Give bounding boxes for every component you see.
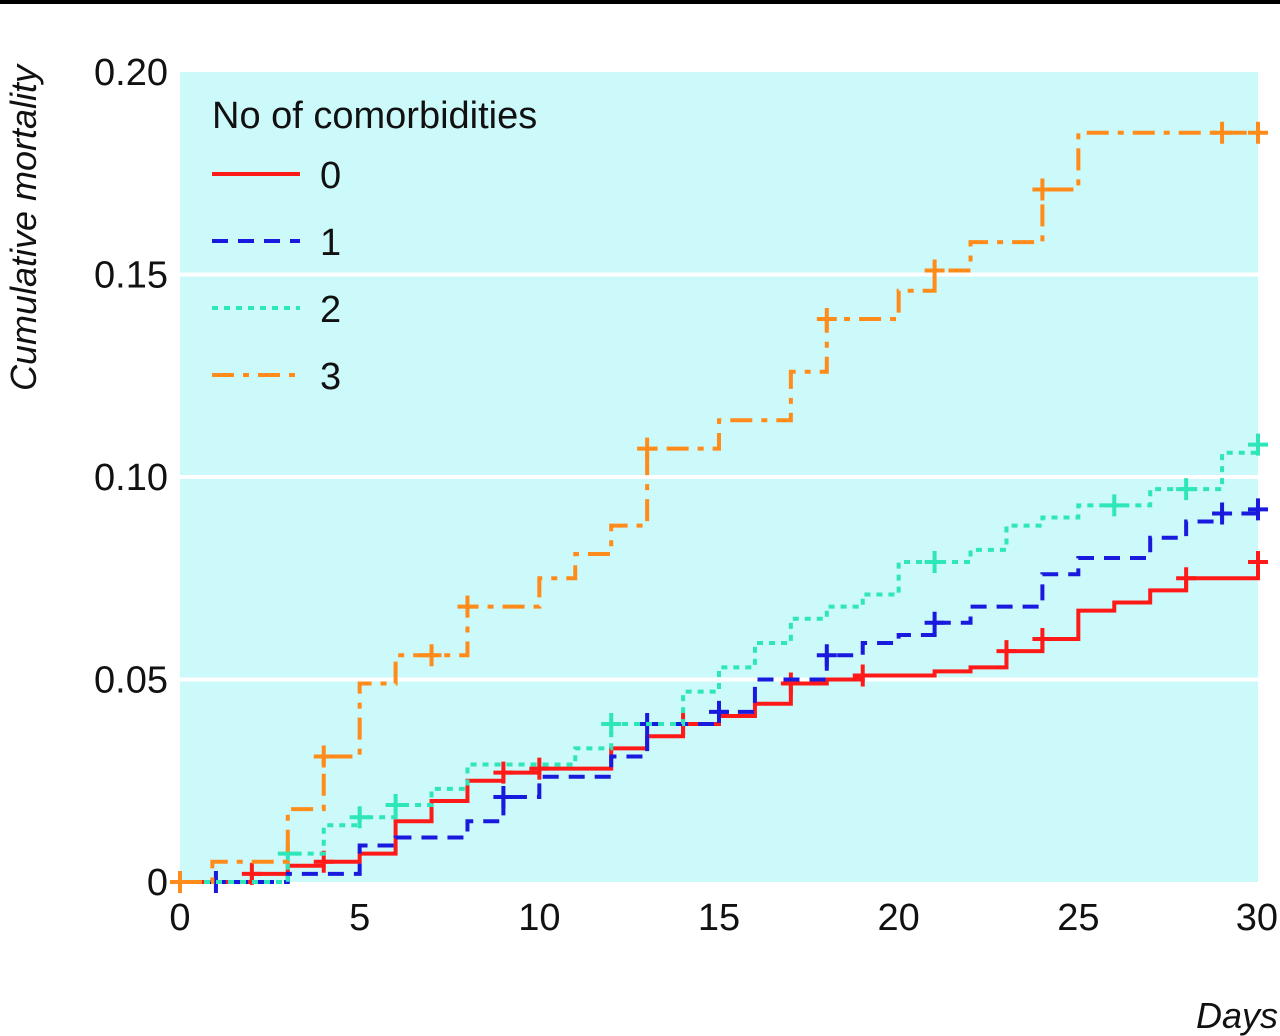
censor-mark [816, 308, 837, 331]
censor-mark [1248, 433, 1268, 456]
censor-mark [493, 761, 514, 784]
censor-mark [421, 644, 442, 667]
y-tick-label: 0 [147, 862, 168, 904]
censor-mark [924, 259, 945, 282]
x-tick-label: 15 [698, 897, 740, 939]
censor-mark [709, 700, 729, 723]
x-tick-label: 25 [1057, 897, 1099, 939]
x-tick-label: 10 [518, 897, 560, 939]
censor-mark [313, 745, 334, 768]
censor-mark [780, 672, 801, 695]
legend-label-2: 2 [320, 289, 341, 331]
y-tick-label: 0.10 [94, 457, 168, 499]
censor-mark [493, 785, 514, 808]
censor-mark [1212, 502, 1233, 525]
y-tick-label: 0.05 [94, 660, 168, 702]
legend-label-3: 3 [320, 356, 341, 398]
series-2 [180, 433, 1268, 884]
series-layer [170, 121, 1268, 893]
censor-mark [529, 757, 550, 780]
censor-mark [852, 664, 873, 687]
series-3 [170, 121, 1268, 893]
x-tick-label: 5 [349, 897, 370, 939]
censor-mark [1032, 628, 1053, 650]
top-rule [0, 0, 1280, 4]
axis-ticks: 00.050.100.150.200 5 10 15 20 25 30 [94, 52, 1278, 939]
x-tick-label: 20 [878, 897, 920, 939]
legend-title: No of comorbidities [212, 95, 537, 137]
censor-mark [1176, 567, 1197, 590]
censor-mark [1032, 178, 1053, 201]
y-axis-label: Cumulative mortality [3, 63, 44, 391]
y-tick-label: 0.15 [94, 255, 168, 297]
censor-mark [170, 871, 190, 893]
gridlines [180, 272, 1258, 682]
series-line-3 [180, 130, 1258, 884]
legend: No of comorbidities 0 1 2 3 [212, 95, 537, 398]
censor-mark [1248, 121, 1268, 144]
censor-mark [1248, 551, 1268, 574]
x-tick-label: 30 [1236, 897, 1278, 939]
censor-mark [1212, 121, 1233, 144]
legend-label-1: 1 [320, 222, 341, 264]
censor-mark [457, 595, 478, 618]
censor-mark [816, 644, 837, 667]
x-tick-label: 0 [169, 897, 190, 939]
series-line-2 [180, 444, 1260, 884]
censor-mark [637, 437, 658, 460]
censor-mark [601, 713, 622, 736]
censor-mark [996, 640, 1017, 663]
censor-mark [1104, 494, 1125, 517]
censor-mark [1248, 498, 1268, 521]
censor-mark [924, 611, 945, 634]
censor-mark [385, 794, 406, 817]
censor-mark [1176, 478, 1197, 501]
censor-mark [924, 551, 945, 574]
censor-mark [241, 862, 262, 885]
legend-label-0: 0 [320, 155, 341, 197]
x-axis-label: Days [1196, 995, 1278, 1036]
censor-mark [349, 806, 370, 829]
y-tick-label: 0.20 [94, 52, 168, 94]
